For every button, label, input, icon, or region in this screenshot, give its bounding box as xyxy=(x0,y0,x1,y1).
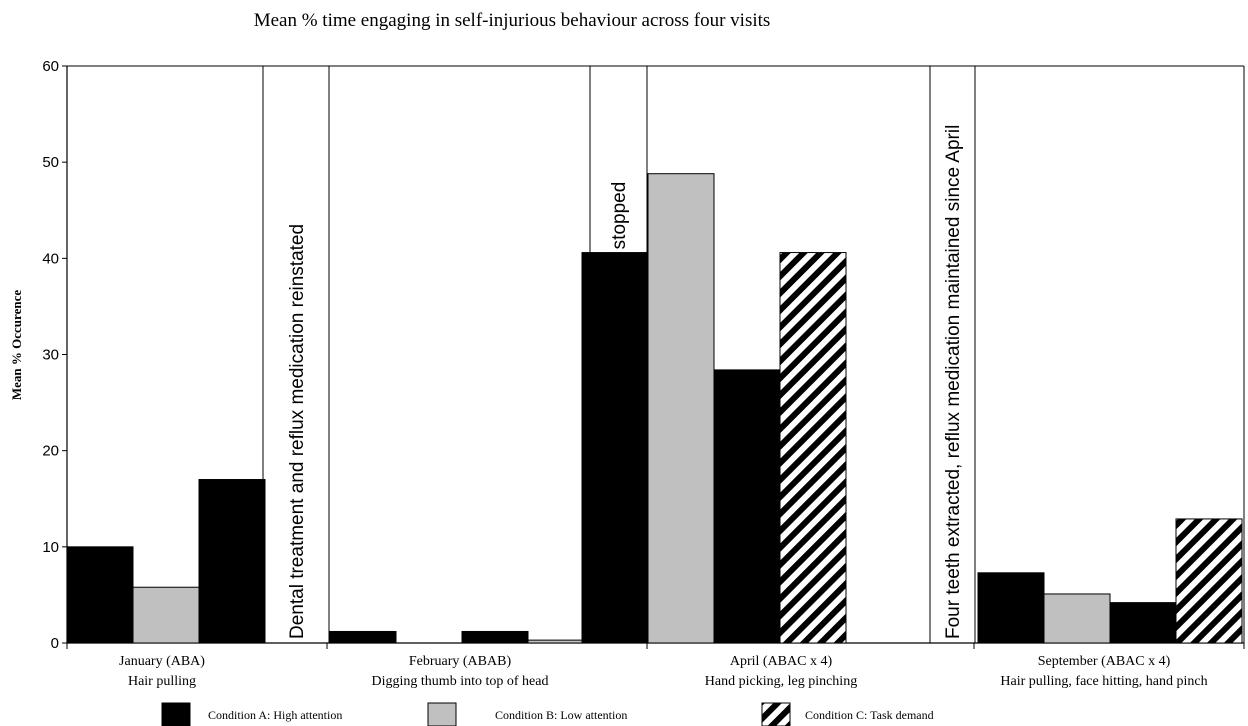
legend-swatch-c xyxy=(761,702,791,726)
legend-label-c: Condition C: Task demand xyxy=(805,708,934,722)
y-tick-label: 20 xyxy=(42,443,59,460)
category-sublabel: Hair pulling xyxy=(128,674,196,689)
y-tick-label: 40 xyxy=(42,250,59,267)
bar-september-b xyxy=(1043,593,1111,644)
legend: Condition A: High attention Condition B:… xyxy=(161,702,934,726)
chart-title: Mean % time engaging in self-injurious b… xyxy=(254,10,771,31)
bar-september-a xyxy=(977,572,1045,644)
bar-january-b xyxy=(132,586,200,644)
category-sublabel: Hand picking, leg pinching xyxy=(705,674,857,689)
category-sublabel: Digging thumb into top of head xyxy=(372,674,549,689)
bar-april-a xyxy=(581,252,649,644)
y-tick-label: 0 xyxy=(51,635,59,652)
category-label: January (ABA) xyxy=(119,654,205,669)
bar-april-a xyxy=(713,369,781,644)
legend-label-b: Condition B: Low attention xyxy=(495,708,627,722)
legend-swatch-b xyxy=(427,702,457,726)
bar-april-b xyxy=(647,173,715,644)
bar-january-a xyxy=(66,546,134,644)
annotation-label: Temporary fillings loosened, reflux medi… xyxy=(609,182,630,639)
plot-area: 0 10 20 30 40 50 60 Dental treatment and reflux… xyxy=(42,58,1245,689)
y-axis-label: Mean % Occurence xyxy=(9,290,24,400)
bar-april-c xyxy=(779,252,847,644)
y-tick-label: 50 xyxy=(42,154,59,171)
category-sublabel: Hair pulling, face hitting, hand pinch xyxy=(1000,674,1207,689)
legend-swatch-a xyxy=(161,702,191,726)
bar-february-a xyxy=(461,630,529,644)
bar-september-a xyxy=(1109,602,1177,644)
y-tick-label: 10 xyxy=(42,539,59,556)
y-tick-label: 60 xyxy=(42,58,59,75)
y-tick-label: 30 xyxy=(42,347,59,364)
bar-january-a xyxy=(198,479,266,644)
bar-february-a xyxy=(329,630,397,644)
category-label: April (ABAC x 4) xyxy=(730,654,833,669)
category-label: September (ABAC x 4) xyxy=(1038,654,1171,669)
annotation-label: Four teeth extracted, reflux medication … xyxy=(943,125,964,639)
category-label: February (ABAB) xyxy=(409,654,512,669)
annotation-label: Dental treatment and reflux medication r… xyxy=(287,224,308,639)
legend-label-a: Condition A: High attention xyxy=(208,708,342,722)
bar-september-c xyxy=(1175,518,1243,644)
